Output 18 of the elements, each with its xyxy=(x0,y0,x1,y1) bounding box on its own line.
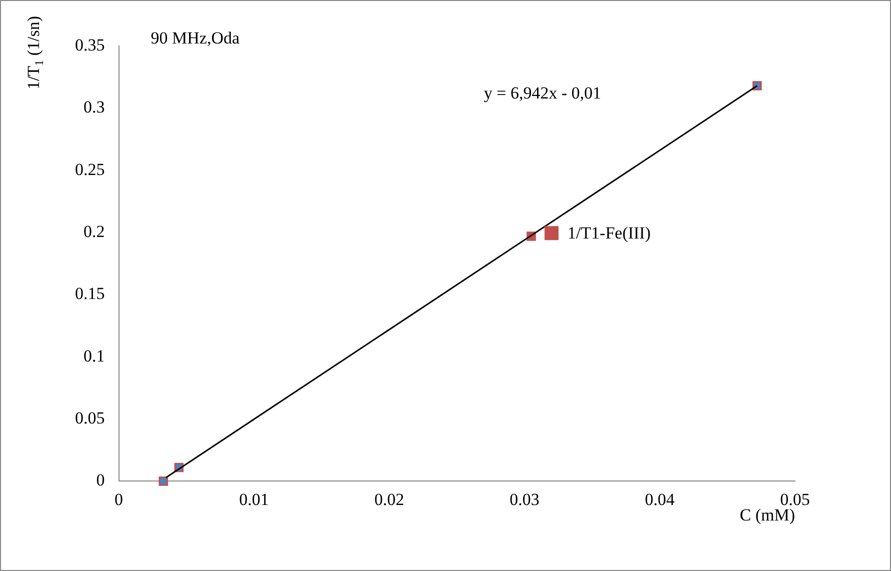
y-tick-label: 0.2 xyxy=(84,222,105,241)
y-tick-label: 0.05 xyxy=(75,408,105,428)
x-tick-label: 0 xyxy=(114,490,123,509)
y-tick-label: 0.1 xyxy=(84,346,105,366)
y-tick-label: 0.15 xyxy=(75,284,105,304)
x-tick-label: 0.02 xyxy=(374,490,404,509)
legend-label: 1/T1-Fe(III) xyxy=(568,224,651,243)
point xyxy=(158,476,168,486)
annotation: 90 MHz,Oda xyxy=(150,28,240,48)
y-axis-title: 1/T1 (1/sn) xyxy=(24,16,46,90)
y-tick-label: 0.25 xyxy=(75,160,105,179)
annotation: y = 6,942x - 0,01 xyxy=(484,83,602,102)
y-tick-label: 0.35 xyxy=(75,35,105,54)
x-tick-label: 0.03 xyxy=(510,490,540,509)
y-tick-label: 0 xyxy=(96,470,105,490)
x-tick-label: 0.04 xyxy=(644,490,676,509)
y-tick-label: 0.3 xyxy=(84,98,105,117)
x-tick-label: 0.01 xyxy=(239,490,269,509)
